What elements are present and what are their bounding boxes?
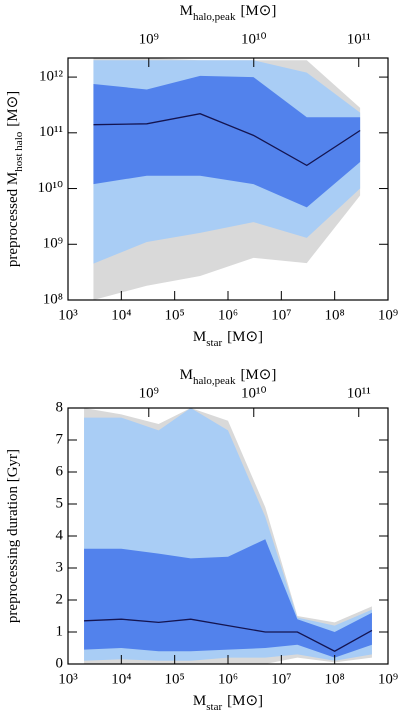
x2-tick-label: 10¹¹ — [347, 385, 371, 401]
plot — [93, 58, 361, 300]
x2-axis-label-unit: [M⊙] — [240, 3, 276, 19]
x2-axis-label: Mhalo,peak [M⊙] — [180, 367, 277, 386]
x2-tick-label: 10¹⁰ — [241, 385, 267, 401]
x-axis-label-unit: [M⊙] — [227, 329, 263, 345]
x2-axis-label-unit: [M⊙] — [240, 367, 276, 383]
band — [93, 75, 361, 208]
y-tick-label: 2 — [56, 591, 64, 607]
x-tick-label: 10⁷ — [271, 671, 291, 687]
y-tick-label: 1 — [56, 623, 64, 639]
x-axis-label-main: M — [193, 329, 206, 345]
y-tick-label: 10¹⁰ — [37, 180, 63, 196]
x-tick-label: 10⁶ — [218, 307, 238, 323]
x-tick-label: 10⁴ — [111, 671, 131, 687]
x-tick-label: 10⁸ — [325, 671, 345, 687]
x-tick-label: 10³ — [58, 671, 78, 687]
x2-tick-label: 10⁹ — [139, 31, 159, 47]
y-tick-label: 10¹¹ — [39, 124, 63, 140]
y-tick-label: 4 — [56, 527, 64, 543]
median-line — [93, 113, 361, 167]
x-tick-label: 10⁸ — [325, 307, 345, 323]
x2-axis-label-sub: halo,peak — [193, 11, 236, 23]
x-tick-label: 10⁵ — [165, 307, 185, 323]
y-axis-label-unit: [M⊙] — [5, 91, 21, 127]
y-tick-label: 0 — [56, 655, 64, 671]
y-axis-label-sub: host halo — [13, 131, 25, 172]
median-line — [84, 618, 373, 652]
x-axis-label-sub: star — [206, 701, 222, 713]
x-tick-label: 10⁹ — [378, 671, 398, 687]
x2-tick-label: 10¹¹ — [347, 31, 371, 47]
x-axis-label: Mstar [M⊙] — [193, 693, 263, 712]
x-tick-label: 10⁵ — [165, 671, 185, 687]
y-tick-label: 3 — [56, 559, 64, 575]
y-tick-label: 10¹² — [39, 69, 63, 85]
x-axis-label-sub: star — [206, 337, 222, 349]
y-tick-label: 10⁸ — [43, 291, 63, 307]
y-axis-label: preprocessed Mhost halo [M⊙] — [5, 91, 24, 267]
y-tick-label: 5 — [56, 495, 64, 511]
x-axis-label: Mstar [M⊙] — [193, 329, 263, 348]
y-axis-label-main: preprocessing duration [Gyr] — [5, 449, 21, 623]
x-axis-label-main: M — [193, 693, 206, 709]
plot — [84, 408, 373, 664]
x-tick-label: 10⁶ — [218, 671, 238, 687]
x-tick-label: 10⁹ — [378, 307, 398, 323]
y-axis-label-main: preprocessed M — [5, 172, 21, 267]
x2-axis-label: Mhalo,peak [M⊙] — [180, 3, 277, 22]
band — [84, 539, 372, 658]
y-tick-label: 8 — [56, 399, 64, 415]
x-tick-label: 10⁴ — [111, 307, 131, 323]
x-tick-label: 10⁷ — [271, 307, 291, 323]
x-axis-label-unit: [M⊙] — [227, 693, 263, 709]
x2-tick-label: 10⁹ — [139, 385, 159, 401]
y-tick-label: 6 — [56, 463, 64, 479]
x2-axis-label-sub: halo,peak — [193, 375, 236, 387]
x2-axis-label-main: M — [180, 3, 193, 19]
x2-axis-label-main: M — [180, 367, 193, 383]
y-tick-label: 7 — [56, 431, 64, 447]
x-tick-label: 10³ — [58, 307, 78, 323]
y-tick-label: 10⁹ — [43, 236, 63, 252]
x2-tick-label: 10¹⁰ — [241, 31, 267, 47]
y-axis-label: preprocessing duration [Gyr] — [5, 449, 21, 623]
